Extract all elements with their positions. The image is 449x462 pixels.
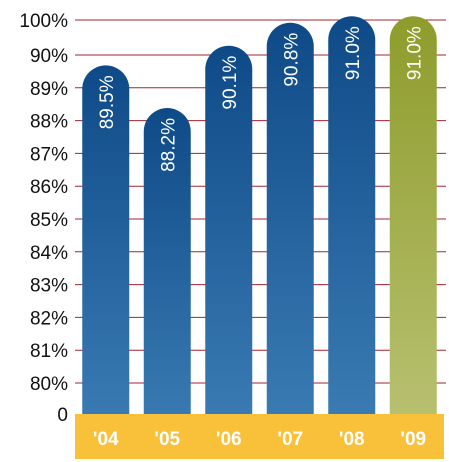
category-band (75, 414, 444, 459)
bar (389, 16, 437, 459)
x-category-label: '08 (339, 429, 365, 450)
y-tick-label: 82% (30, 308, 68, 329)
y-tick-label: 84% (30, 243, 68, 264)
data-label: 91.0% (404, 26, 425, 80)
x-axis-category-labels: '04 '05 '06 '07 '08 '09 (93, 429, 426, 450)
y-tick-label: 80% (30, 374, 68, 395)
bar (205, 45, 253, 459)
bar (328, 16, 376, 459)
bars (82, 16, 437, 460)
y-tick-label: 85% (30, 210, 68, 231)
y-tick-label: 88% (30, 112, 68, 133)
y-tick-label: 86% (30, 177, 68, 198)
bar (266, 22, 314, 459)
y-tick-label: 83% (30, 276, 68, 297)
x-category-label: '04 (93, 429, 119, 450)
y-tick-label: 90% (30, 46, 68, 67)
y-tick-label: 89% (30, 79, 68, 100)
y-tick-label: 81% (30, 341, 68, 362)
data-label: 91.0% (343, 26, 364, 80)
y-tick-label: 100% (19, 11, 68, 32)
x-category-label: '06 (216, 429, 242, 450)
x-category-label: '05 (154, 429, 180, 450)
data-label: 89.5% (97, 75, 118, 129)
y-axis-tick-labels: 0 80% 81% 82% 83% 84% 85% 86% 87% 88% 89% 90% 100% (19, 11, 68, 426)
data-label: 90.1% (220, 56, 241, 110)
bar (143, 108, 191, 459)
data-label: 88.2% (158, 118, 179, 172)
x-category-label: '07 (277, 429, 303, 450)
y-tick-label: 0 (57, 405, 68, 426)
gridlines (75, 19, 446, 384)
bar (82, 65, 130, 460)
x-category-label: '09 (400, 429, 426, 450)
y-tick-label: 87% (30, 144, 68, 165)
data-label: 90.8% (281, 33, 302, 87)
data-labels: 89.5% 88.2% 90.1% 90.8% 91.0% 91.0% (97, 26, 426, 172)
